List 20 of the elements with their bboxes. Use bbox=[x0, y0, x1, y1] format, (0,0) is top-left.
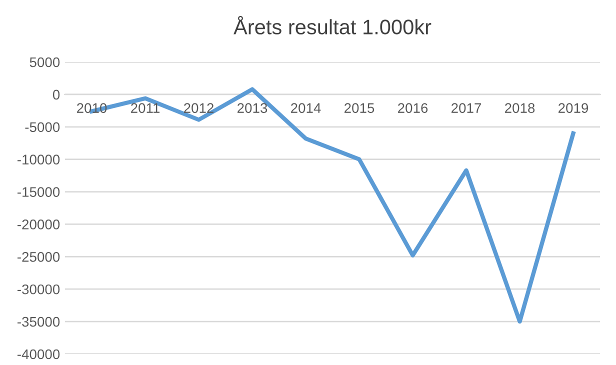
y-tick-label: -10000 bbox=[18, 154, 60, 165]
x-tick-label: 2018 bbox=[505, 103, 535, 113]
y-tick-label: -15000 bbox=[18, 187, 60, 197]
y-tick-label: -40000 bbox=[18, 349, 60, 360]
y-tick-label: -30000 bbox=[18, 284, 60, 294]
y-tick-label: 5000 bbox=[30, 57, 60, 68]
x-tick-label: 2015 bbox=[344, 103, 374, 113]
x-tick-label: 2014 bbox=[291, 103, 321, 113]
x-tick-label: 2011 bbox=[131, 103, 160, 113]
y-tick-label: -5000 bbox=[25, 122, 60, 132]
y-tick-label: 0 bbox=[52, 90, 60, 100]
y-tick-label: -25000 bbox=[18, 252, 60, 262]
x-tick-label: 2017 bbox=[452, 103, 482, 113]
chart-title: Årets resultat 1.000kr bbox=[234, 16, 432, 34]
y-tick-label: -20000 bbox=[18, 220, 60, 230]
x-tick-label: 2013 bbox=[238, 103, 268, 113]
x-tick-label: 2019 bbox=[558, 103, 588, 113]
y-tick-label: -35000 bbox=[18, 316, 60, 327]
x-tick-label: 2016 bbox=[398, 103, 428, 113]
x-tick-label: 2012 bbox=[184, 103, 214, 113]
